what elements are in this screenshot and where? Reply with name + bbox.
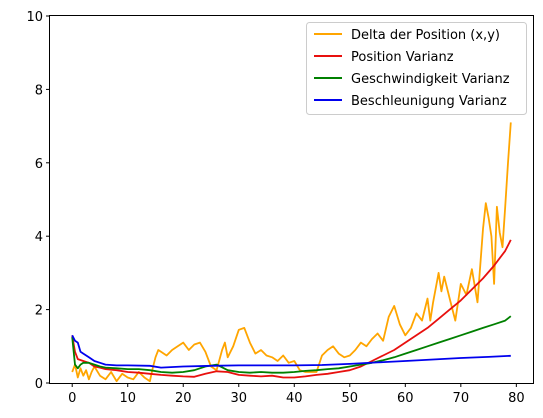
legend-label-position: Position Varianz: [351, 50, 454, 65]
series-line-1: [71, 122, 512, 383]
legend-label-delta: Delta der Position (x,y): [351, 28, 500, 43]
y-tick-label: 2: [35, 304, 43, 319]
y-tick-label: 6: [35, 157, 43, 172]
x-tick-label: 20: [175, 391, 192, 406]
y-tick-label: 4: [35, 230, 43, 245]
series-line-3: [71, 315, 512, 374]
x-tick-label: 70: [453, 391, 470, 406]
legend-label-velocity: Geschwindigkeit Varianz: [351, 72, 510, 87]
axes-frame: [49, 15, 534, 384]
y-axis-ticks: 0 2 4 6 8 10: [26, 10, 50, 392]
x-axis-ticks: 0 10 20 30 40 50 60 70 80: [68, 383, 525, 406]
legend-box: [306, 22, 527, 115]
x-tick-label: 0: [68, 391, 76, 406]
x-tick-label: 10: [119, 391, 136, 406]
y-tick-label: 8: [35, 83, 43, 98]
x-tick-label: 40: [286, 391, 303, 406]
x-tick-label: 80: [508, 391, 525, 406]
series-line-4: [71, 334, 511, 369]
plot-lines: [71, 122, 512, 383]
legend: Delta der Position (x,y) Position Varian…: [306, 22, 527, 115]
y-tick-label: 0: [35, 377, 43, 392]
x-tick-label: 60: [397, 391, 414, 406]
x-tick-label: 30: [230, 391, 247, 406]
y-tick-label: 10: [26, 10, 43, 25]
legend-label-acceleration: Beschleunigung Varianz: [351, 94, 507, 109]
x-tick-label: 50: [342, 391, 359, 406]
series-line-2: [71, 239, 512, 379]
